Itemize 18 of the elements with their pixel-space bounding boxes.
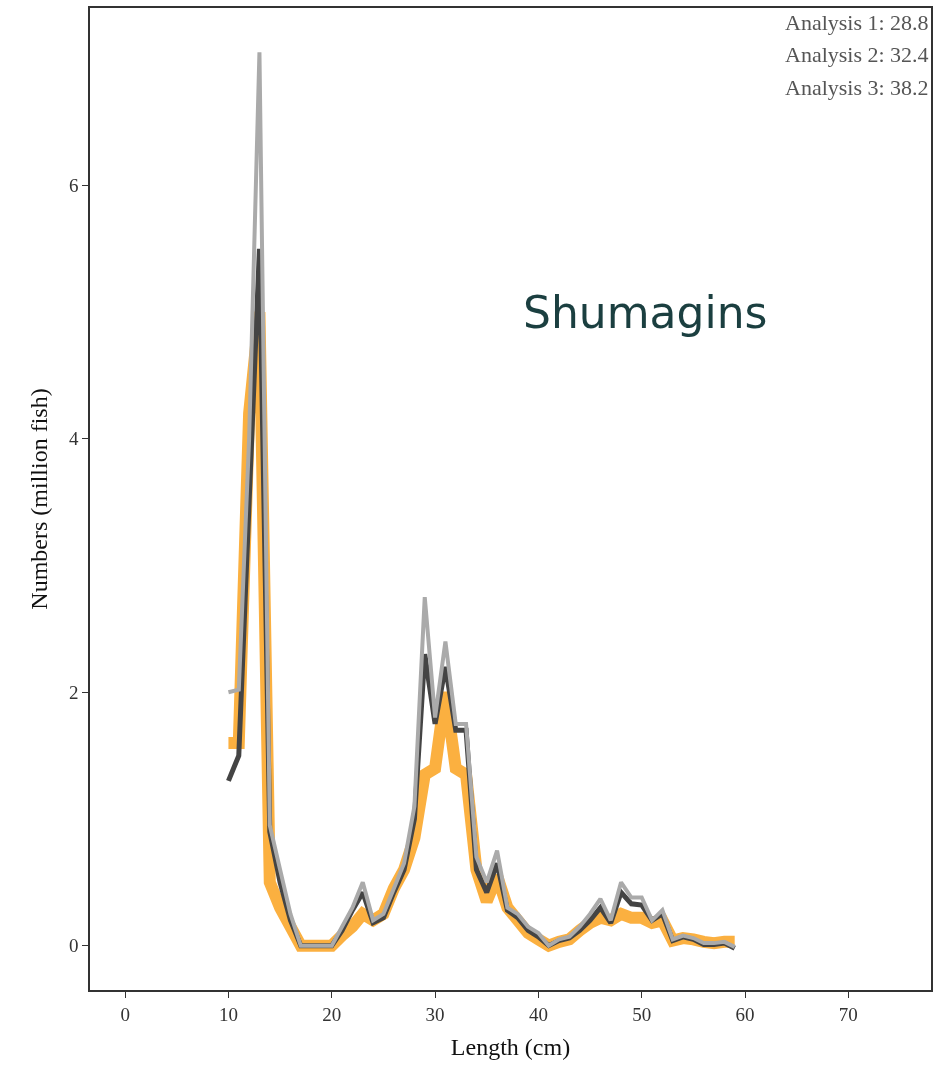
y-tick-label: 6 bbox=[68, 175, 79, 197]
y-tick-label: 4 bbox=[68, 428, 79, 450]
y-tick-label: 2 bbox=[68, 681, 79, 703]
x-tick-label: 20 bbox=[322, 1003, 342, 1025]
x-tick-label: 30 bbox=[425, 1003, 445, 1025]
x-tick-label: 50 bbox=[632, 1003, 652, 1025]
x-tick-label: 0 bbox=[120, 1003, 130, 1025]
y-axis-title: Numbers (million fish) bbox=[25, 388, 52, 610]
x-tick-label: 10 bbox=[218, 1003, 238, 1025]
x-tick-label: 40 bbox=[528, 1003, 548, 1025]
annotation: Analysis 3: 38.2 bbox=[785, 75, 929, 100]
annotation: Analysis 1: 28.8 bbox=[785, 10, 929, 35]
x-axis-title: Length (cm) bbox=[450, 1034, 571, 1061]
x-tick-label: 60 bbox=[735, 1003, 755, 1025]
annotation: Shumagins bbox=[523, 287, 768, 338]
y-tick-label: 0 bbox=[68, 935, 79, 957]
annotation: Analysis 2: 32.4 bbox=[785, 42, 929, 67]
x-tick-label: 70 bbox=[838, 1003, 858, 1025]
